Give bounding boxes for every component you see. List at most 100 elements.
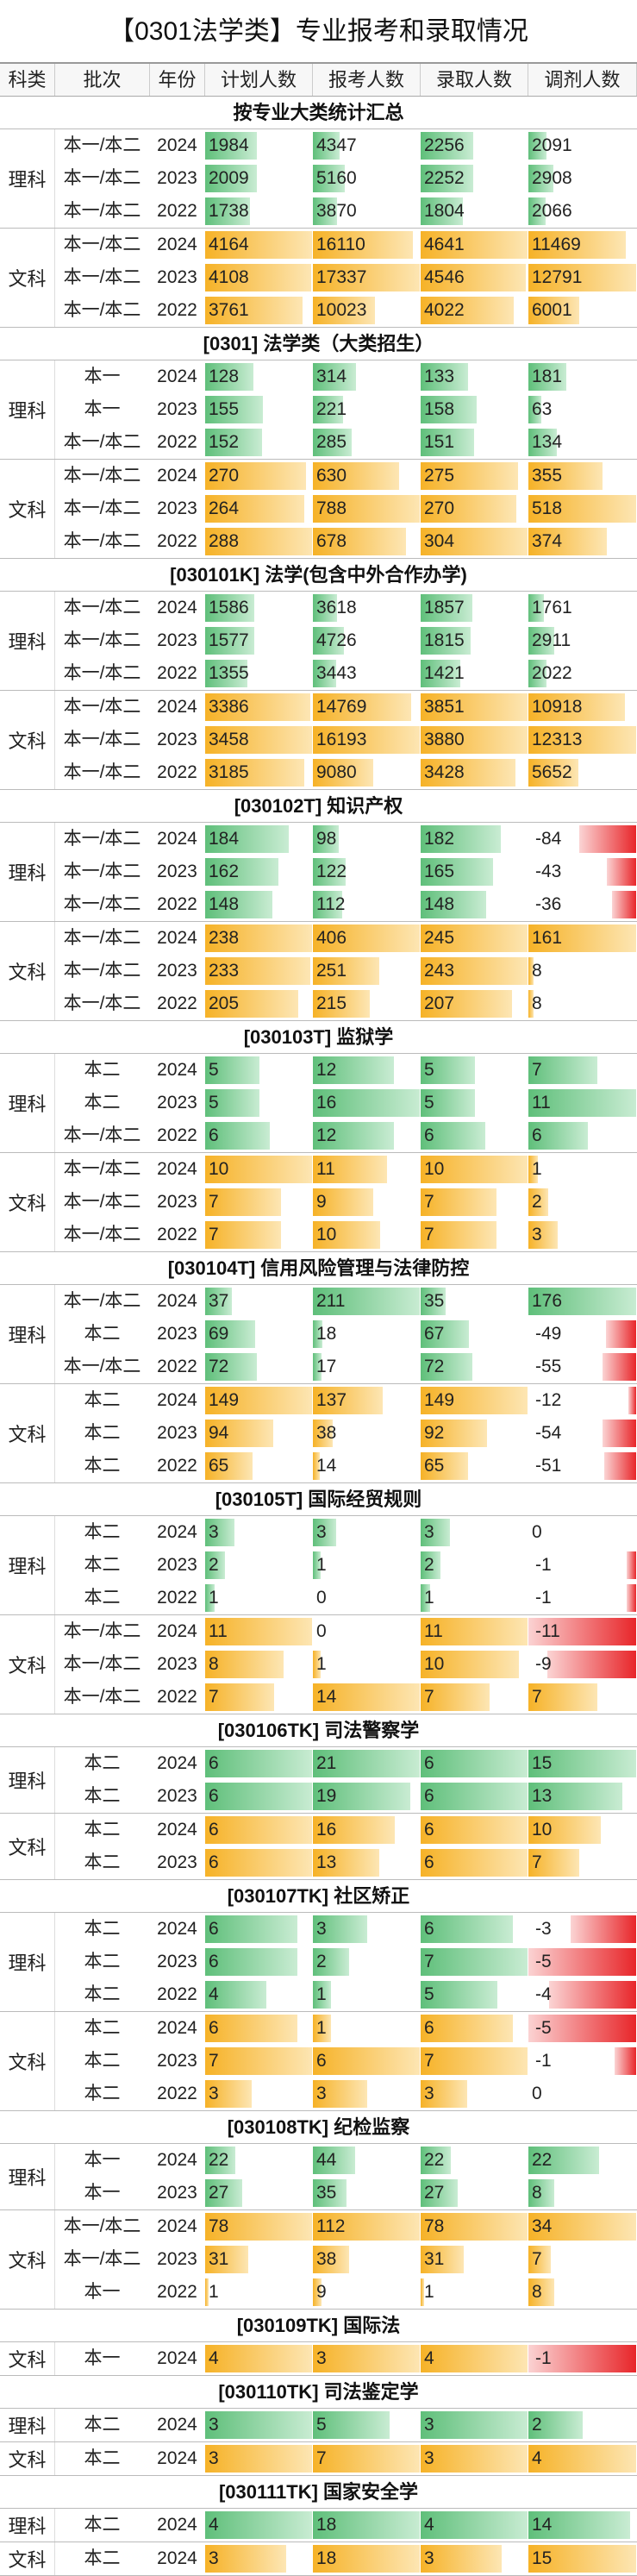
value-bar (313, 1420, 333, 1447)
value-text: 3880 (424, 730, 465, 749)
value-bar (205, 2345, 312, 2372)
group-rows: 本一 2024 128 314 133 181 本一 2023 155 221 158 63 本一/本二… (55, 360, 637, 459)
value-text: 63 (532, 399, 553, 419)
plan-cell: 264 (205, 492, 313, 525)
year-cell: 2024 (150, 1814, 205, 1846)
plan-cell: 65 (205, 1450, 313, 1482)
batch-cell: 本二 (55, 2078, 150, 2110)
header-year: 年份 (150, 64, 205, 96)
value-text: 1815 (424, 630, 465, 650)
value-bar (313, 396, 343, 423)
year-cell: 2023 (150, 1780, 205, 1813)
year-cell: 2023 (150, 2177, 205, 2209)
value-bar (528, 2278, 554, 2306)
year-cell: 2024 (150, 2509, 205, 2542)
value-text: 149 (424, 1390, 455, 1410)
group-rows: 本二 2024 3 7 3 4 (55, 2442, 637, 2475)
batch-cell: 本一/本二 (55, 592, 150, 624)
value-text: 275 (424, 466, 455, 486)
value-bar (528, 2345, 636, 2372)
value-bar (205, 2213, 312, 2241)
year-cell: 2023 (150, 1648, 205, 1681)
plan-cell: 1 (205, 1582, 313, 1614)
value-text: 2009 (209, 168, 249, 188)
value-text: 11 (316, 1159, 335, 1179)
year-cell: 2022 (150, 1681, 205, 1714)
adjusted-cell: -9 (528, 1648, 637, 1681)
adjusted-cell: 15 (528, 2542, 637, 2575)
applicants-cell: 18 (313, 2509, 421, 2542)
value-bar (528, 627, 554, 655)
value-text: 151 (424, 432, 455, 452)
table-row: 本二 2022 65 14 65 -51 (55, 1450, 637, 1482)
adjusted-cell: 6001 (528, 294, 637, 327)
value-text: -12 (535, 1390, 562, 1410)
batch-cell: 本一/本二 (55, 1153, 150, 1186)
applicants-cell: 16 (313, 1087, 421, 1119)
table-row: 本二 2024 3 5 3 2 (55, 2409, 637, 2441)
plan-cell: 1738 (205, 195, 313, 228)
value-text: 65 (209, 1456, 229, 1476)
plan-cell: 78 (205, 2210, 313, 2243)
value-text: 4108 (209, 267, 249, 287)
plan-cell: 3386 (205, 691, 313, 724)
value-text: 38 (316, 2249, 337, 2269)
value-text: 6001 (532, 300, 572, 320)
applicants-cell: 0 (313, 1615, 421, 1648)
value-bar (421, 165, 473, 192)
value-text: 4 (424, 2348, 434, 2368)
applicants-cell: 4347 (313, 129, 421, 162)
table-row: 本二 2024 3 3 3 0 (55, 1516, 637, 1549)
value-bar (205, 495, 304, 523)
value-text: 207 (424, 993, 455, 1013)
batch-cell: 本一 (55, 2342, 150, 2375)
applicants-cell: 35 (313, 2177, 421, 2209)
value-bar (528, 1618, 636, 1645)
value-bar (421, 264, 526, 291)
year-cell: 2023 (150, 724, 205, 756)
value-text: 3870 (316, 201, 357, 221)
value-text: -4 (535, 1984, 552, 2004)
value-text: 1355 (209, 663, 249, 683)
value-bar (205, 1288, 232, 1315)
value-bar (421, 1452, 468, 1480)
value-text: 0 (532, 2084, 542, 2103)
value-bar (205, 264, 311, 291)
year-cell: 2023 (150, 1186, 205, 1219)
table-row: 本一/本二 2023 4108 17337 4546 12791 (55, 261, 637, 294)
value-bar (528, 231, 626, 259)
table-header: 科类 批次 年份 计划人数 报考人数 录取人数 调剂人数 (0, 64, 637, 97)
plan-cell: 148 (205, 888, 313, 921)
value-text: 4347 (316, 135, 357, 155)
value-bar (313, 1156, 387, 1183)
value-bar (313, 1122, 394, 1150)
value-text: 15 (532, 2548, 553, 2568)
batch-cell: 本二 (55, 1087, 150, 1119)
category-group: 文科 本一 2024 4 3 4 -1 (0, 2342, 637, 2376)
plan-cell: 6 (205, 1119, 313, 1152)
value-bar (421, 627, 471, 655)
adjusted-cell: 176 (528, 1285, 637, 1318)
admitted-cell: 151 (421, 426, 528, 459)
value-text: 8 (532, 993, 542, 1013)
value-bar (313, 693, 411, 721)
value-text: 8 (209, 1654, 219, 1674)
table-row: 本一/本二 2023 3458 16193 3880 12313 (55, 724, 637, 756)
value-bar (421, 726, 528, 754)
plan-cell: 205 (205, 987, 313, 1020)
category-label: 理科 (0, 823, 55, 921)
value-bar (528, 693, 625, 721)
table-row: 本一/本二 2023 2009 5160 2252 2908 (55, 162, 637, 195)
value-text: 21 (316, 1753, 337, 1773)
group-rows: 本二 2024 3 3 3 0 本二 2023 2 1 2 -1 本二 2022 1 0 1 -1 (55, 1516, 637, 1614)
plan-cell: 3 (205, 2542, 313, 2575)
value-bar (205, 693, 310, 721)
applicants-cell: 12 (313, 1054, 421, 1087)
value-bar (205, 858, 278, 886)
applicants-cell: 3870 (313, 195, 421, 228)
admitted-cell: 6 (421, 1747, 528, 1780)
table-body: 按专业大类统计汇总 理科 本一/本二 2024 1984 4347 2256 2091 本一/本… (0, 97, 637, 2576)
value-text: 78 (424, 2216, 445, 2236)
value-text: 355 (532, 466, 563, 486)
batch-cell: 本一/本二 (55, 2243, 150, 2276)
